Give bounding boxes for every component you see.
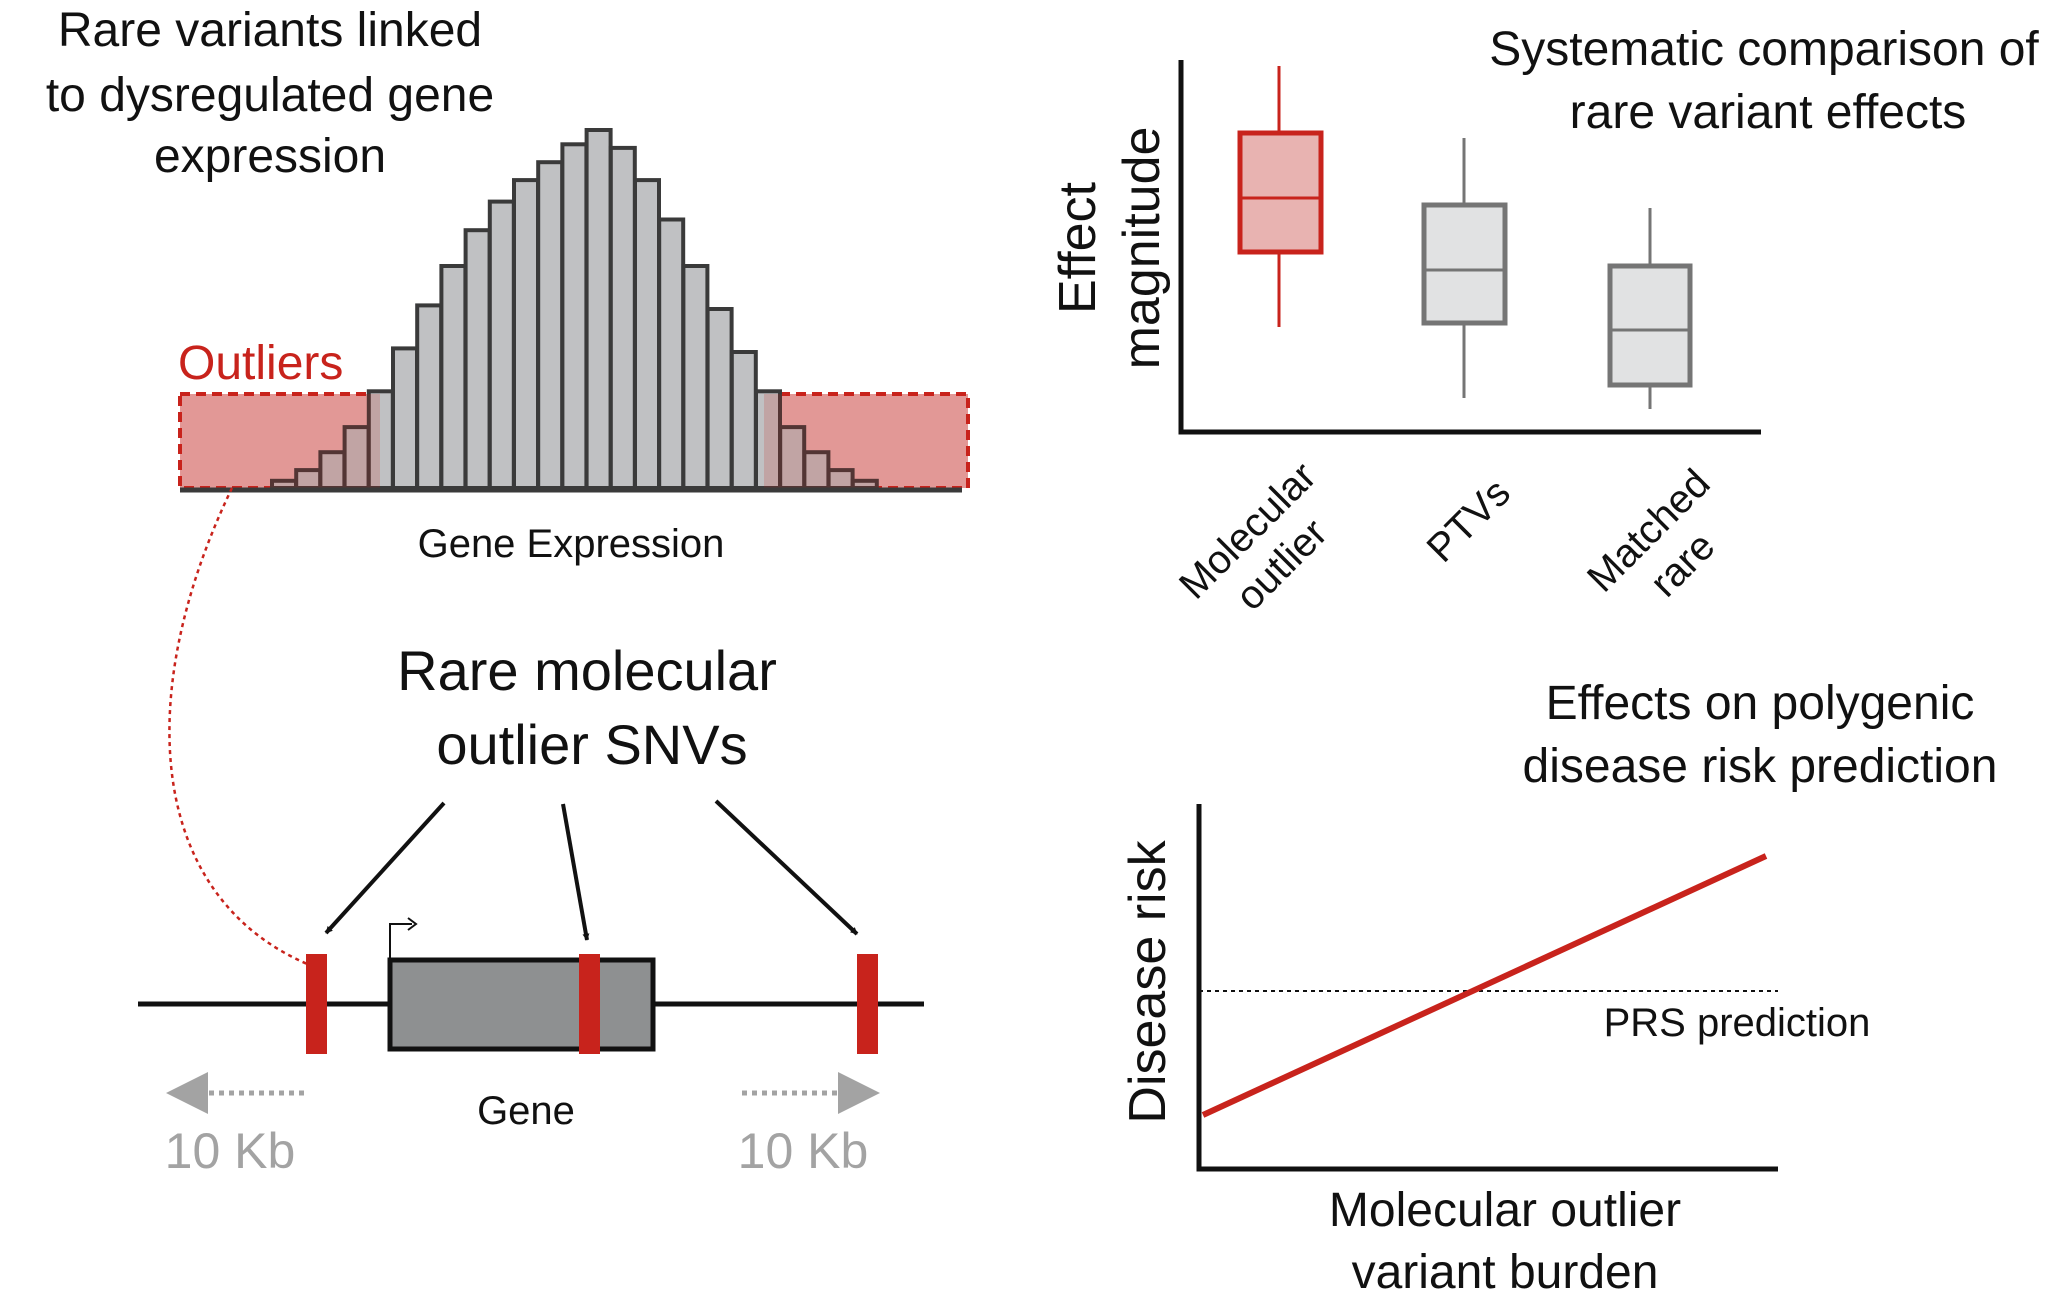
tss-arrow-icon: [389, 923, 412, 960]
expression-panel: Rare variants linked to dysregulated gen…: [46, 4, 970, 968]
outlier-tint-right: [764, 394, 968, 488]
effects-axes: [1178, 60, 1761, 435]
snv-marker-upstream: [306, 954, 327, 1054]
outlier-link-dotted-curve: [168, 487, 313, 968]
category-label-molecular-outlier: Molecular outlier: [1171, 454, 1336, 619]
gene-body: [387, 957, 656, 1052]
histogram-bar: [584, 128, 613, 490]
risk-ylabel: Disease risk: [1119, 839, 1177, 1123]
histogram-bar: [729, 350, 758, 490]
tss-arrowhead-icon: [407, 917, 418, 931]
histogram-bar: [512, 178, 540, 490]
risk-axes: [1196, 804, 1778, 1172]
window-distance-left: 10 Kb: [165, 1123, 296, 1179]
histogram-bar: [657, 217, 686, 490]
expression-axis-label: Gene Expression: [418, 522, 725, 566]
gene-label: Gene: [477, 1089, 575, 1133]
pointer-arrow-middle: [561, 803, 590, 941]
histogram-bar: [463, 228, 492, 490]
expression-title-line-1: Rare variants linked: [58, 4, 482, 57]
window-arrowhead-left-icon: [166, 1072, 208, 1114]
histogram-bar: [608, 145, 637, 490]
pointer-arrow-right: [714, 799, 859, 936]
window-distance-right: 10 Kb: [738, 1123, 869, 1179]
risk-xlabel-line-2: variant burden: [1352, 1246, 1659, 1299]
category-label-matched-rare: Matched rare: [1579, 461, 1723, 605]
outlier-tint-left: [180, 394, 380, 488]
risk-title-line-2: disease risk prediction: [1523, 740, 1998, 793]
snv-marker-genic: [579, 954, 600, 1054]
effects-ylabel-line-1: Effect: [1049, 181, 1107, 314]
effects-ylabel-line-2: magnitude: [1113, 127, 1171, 370]
effects-title-line-1: Systematic comparison of: [1489, 23, 2039, 76]
histogram-bar: [391, 346, 419, 490]
histogram-bar: [536, 160, 565, 490]
snv-title-line-2: outlier SNVs: [436, 713, 747, 776]
window-arrowhead-right-icon: [838, 1072, 880, 1114]
histogram-bar: [705, 307, 734, 490]
pointer-arrow-left: [324, 801, 446, 935]
genome-panel: Rare molecular outlier SNVs Gene 10 Kb 1…: [138, 639, 924, 1179]
effects-title-line-2: rare variant effects: [1570, 86, 1967, 139]
histogram-bar: [560, 142, 589, 491]
expression-title-line-3: expression: [154, 130, 386, 183]
histogram-bar: [633, 178, 661, 490]
snv-marker-downstream: [857, 954, 878, 1054]
category-label-ptvs: PTVs: [1419, 471, 1519, 571]
histogram-bar: [487, 199, 516, 490]
snv-title-line-1: Rare molecular: [397, 639, 777, 702]
histogram-bar: [415, 303, 444, 490]
risk-title-line-1: Effects on polygenic: [1546, 677, 1975, 730]
histogram-bar: [439, 264, 468, 490]
box-ptvs: [1421, 202, 1508, 326]
risk-xlabel-line-1: Molecular outlier: [1329, 1184, 1681, 1237]
prs-threshold-label: PRS prediction: [1604, 1001, 1871, 1045]
box-molecular-outlier: [1237, 130, 1324, 255]
risk-panel: Effects on polygenic disease risk predic…: [1119, 677, 1997, 1299]
effects-panel: Systematic comparison of rare variant ef…: [1049, 23, 2039, 619]
histogram-bar: [681, 264, 710, 490]
category-label-ptvs-line-1: PTVs: [1419, 471, 1519, 571]
expression-title-line-2: to dysregulated gene: [46, 69, 494, 122]
risk-trend-line: [1201, 853, 1768, 1118]
box-matched-rare: [1607, 263, 1693, 388]
outliers-label: Outliers: [178, 337, 343, 390]
